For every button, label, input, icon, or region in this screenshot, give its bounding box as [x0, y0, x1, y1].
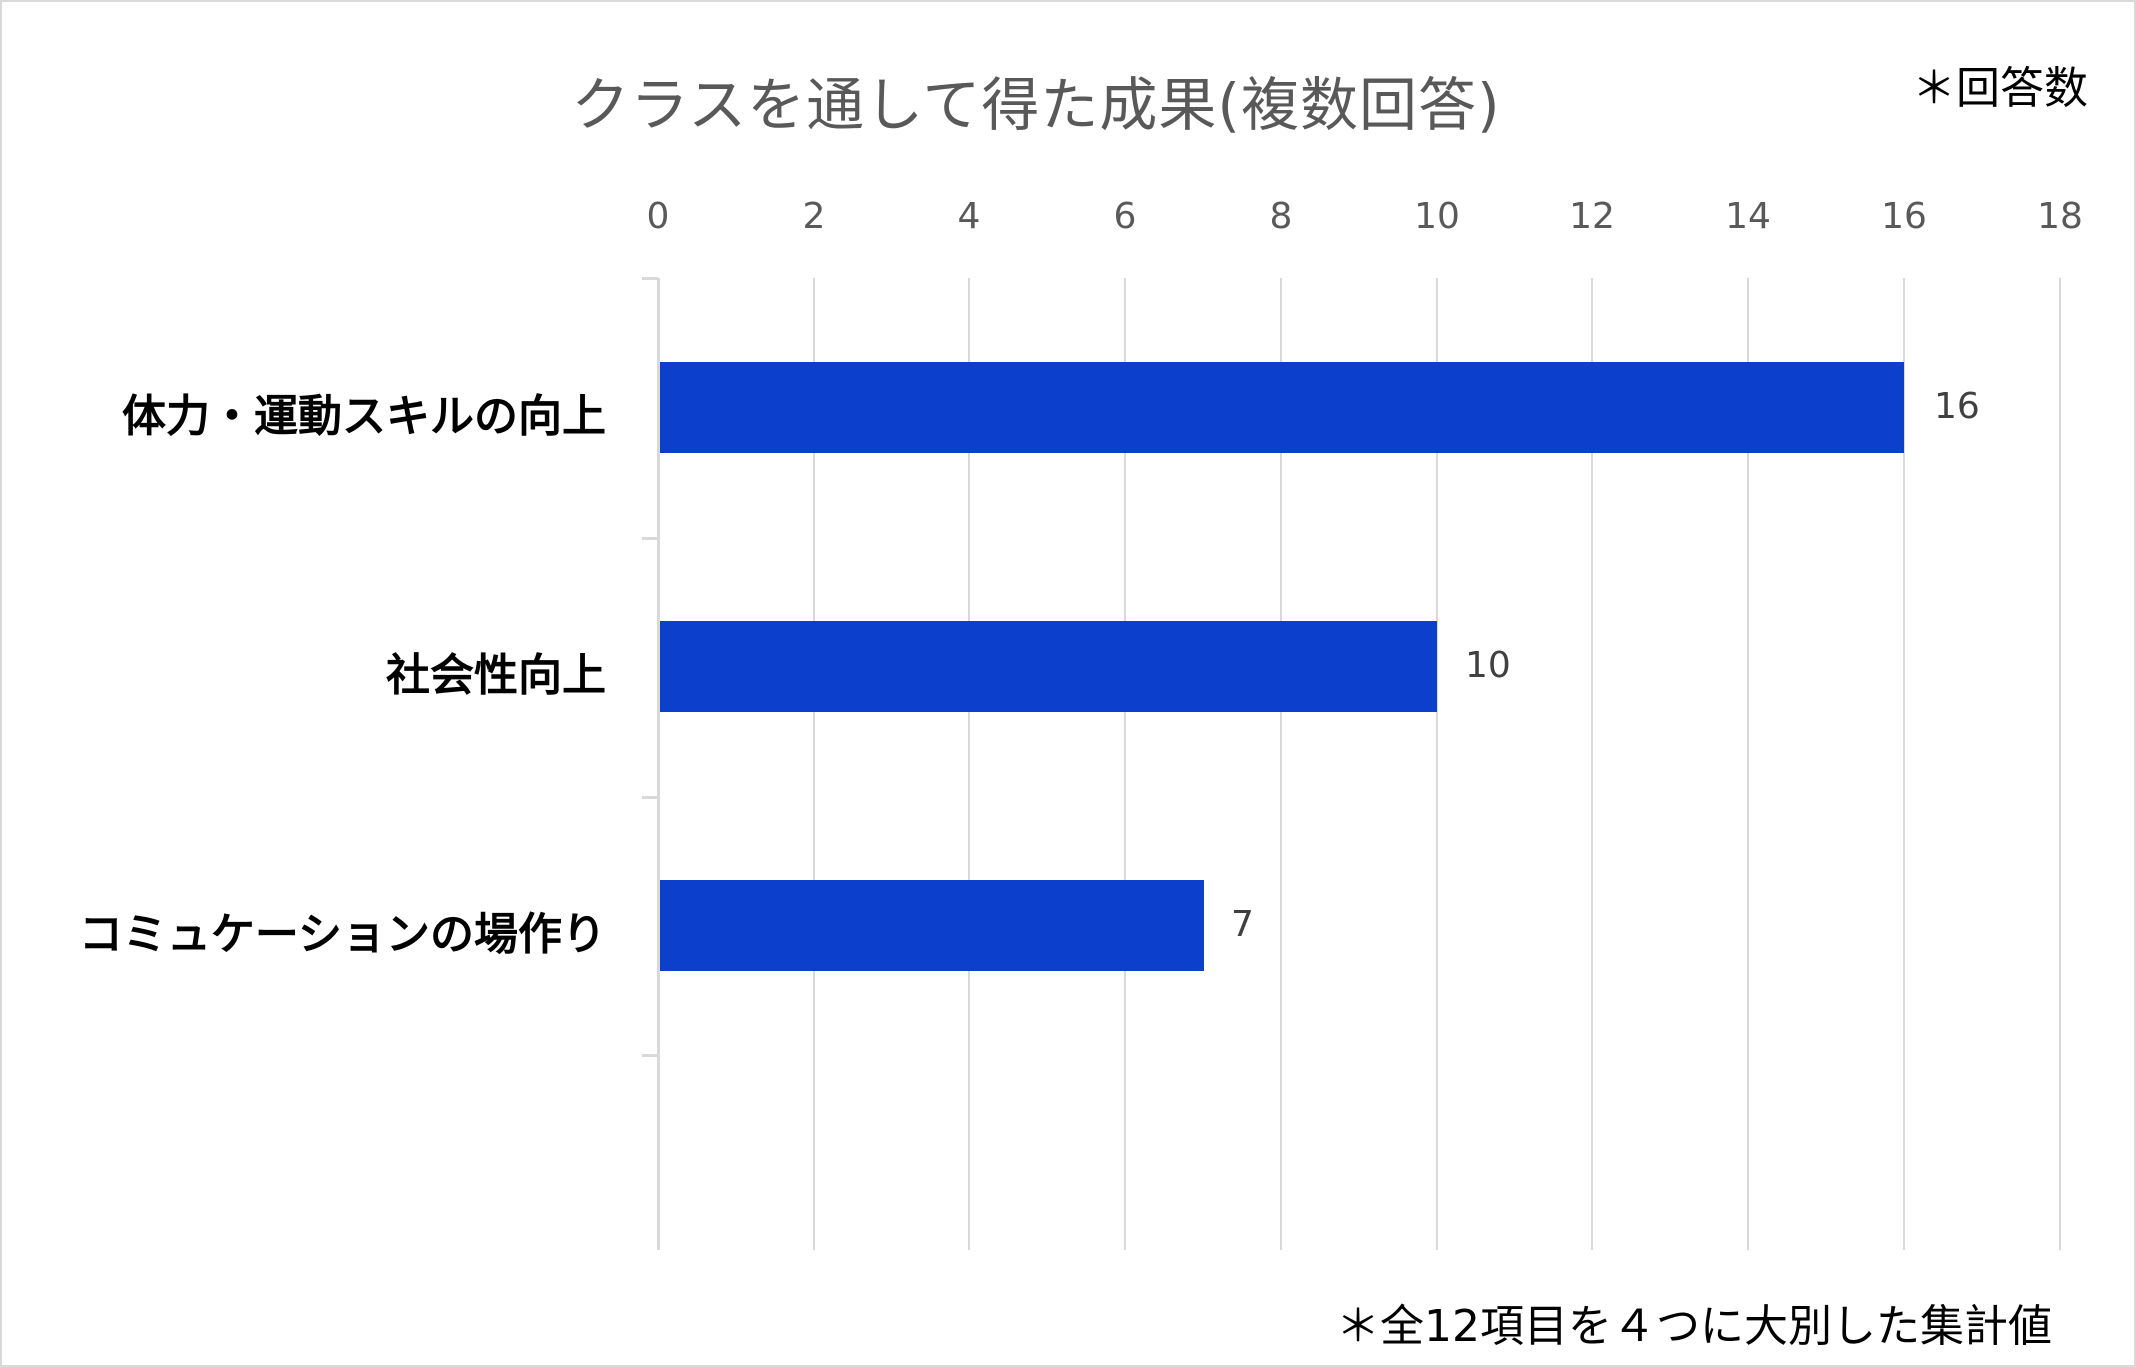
gridline	[1124, 278, 1126, 1250]
footnote: ＊全12項目を４つに大別した集計値	[1336, 1301, 2052, 1352]
category-tick	[642, 537, 658, 540]
category-label: 社会性向上	[386, 650, 606, 701]
category-tick	[642, 277, 658, 280]
chart-title: クラスを通して得た成果(複数回答)	[571, 71, 1501, 139]
gridline	[968, 278, 970, 1250]
x-tick-label: 8	[1269, 196, 1293, 237]
x-tick-label: 12	[1569, 196, 1615, 237]
x-tick-label: 0	[646, 196, 670, 237]
x-tick-label: 14	[1725, 196, 1771, 237]
gridline	[1280, 278, 1282, 1250]
x-tick-label: 2	[802, 196, 826, 237]
bar-communication	[660, 880, 1204, 971]
value-label: 16	[1934, 386, 1980, 427]
gridline	[1747, 278, 1749, 1250]
x-tick-label: 6	[1113, 196, 1137, 237]
bar-sociality	[660, 621, 1437, 712]
category-tick	[642, 796, 658, 799]
x-tick-label: 16	[1881, 196, 1927, 237]
bar-physical-skills	[660, 362, 1904, 453]
category-axis	[657, 278, 660, 1250]
gridline	[1903, 278, 1905, 1250]
gridline	[1436, 278, 1438, 1250]
x-tick-label: 18	[2037, 196, 2083, 237]
category-label: コミュケーションの場作り	[78, 909, 606, 960]
x-tick-label: 10	[1414, 196, 1460, 237]
gridline	[1591, 278, 1593, 1250]
category-tick	[642, 1054, 658, 1057]
gridline	[813, 278, 815, 1250]
value-label: 7	[1231, 904, 1254, 945]
unit-note: ＊回答数	[1912, 63, 2088, 114]
gridline	[2059, 278, 2061, 1250]
x-tick-label: 4	[957, 196, 981, 237]
category-label: 体力・運動スキルの向上	[122, 391, 606, 442]
value-label: 10	[1465, 645, 1511, 686]
